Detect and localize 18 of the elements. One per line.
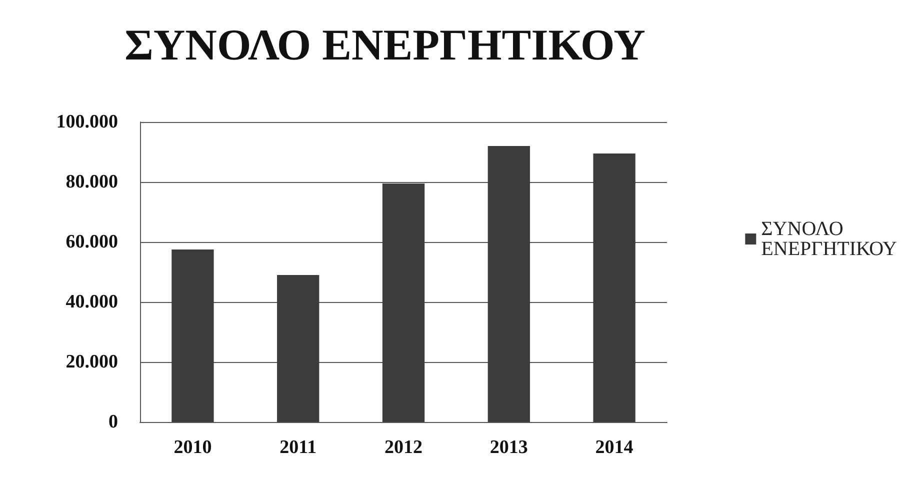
y-tick-label: 60.000 — [66, 232, 118, 252]
bar — [172, 250, 214, 422]
x-tick-label: 2014 — [595, 437, 634, 458]
x-tick-label: 2013 — [490, 437, 528, 458]
bar — [488, 146, 530, 422]
y-tick-label: 40.000 — [66, 292, 118, 312]
y-tick-label: 100.000 — [56, 112, 118, 132]
bar — [277, 275, 320, 422]
bar — [382, 184, 425, 422]
y-tick-label: 80.000 — [66, 172, 118, 192]
chart-title: ΣΥΝΟΛΟ ΕΝΕΡΓΗΤΙΚΟΥ — [124, 20, 646, 70]
y-tick-label: 0 — [108, 412, 118, 432]
legend-label: ΣΥΝΟΛΟ ΕΝΕΡΓΗΤΙΚΟΥ — [761, 218, 898, 260]
x-tick-label: 2011 — [280, 437, 317, 458]
y-tick-label: 20.000 — [66, 352, 118, 372]
x-tick-label: 2012 — [384, 437, 422, 458]
x-tick-label: 2010 — [174, 437, 212, 458]
bar — [593, 154, 636, 422]
